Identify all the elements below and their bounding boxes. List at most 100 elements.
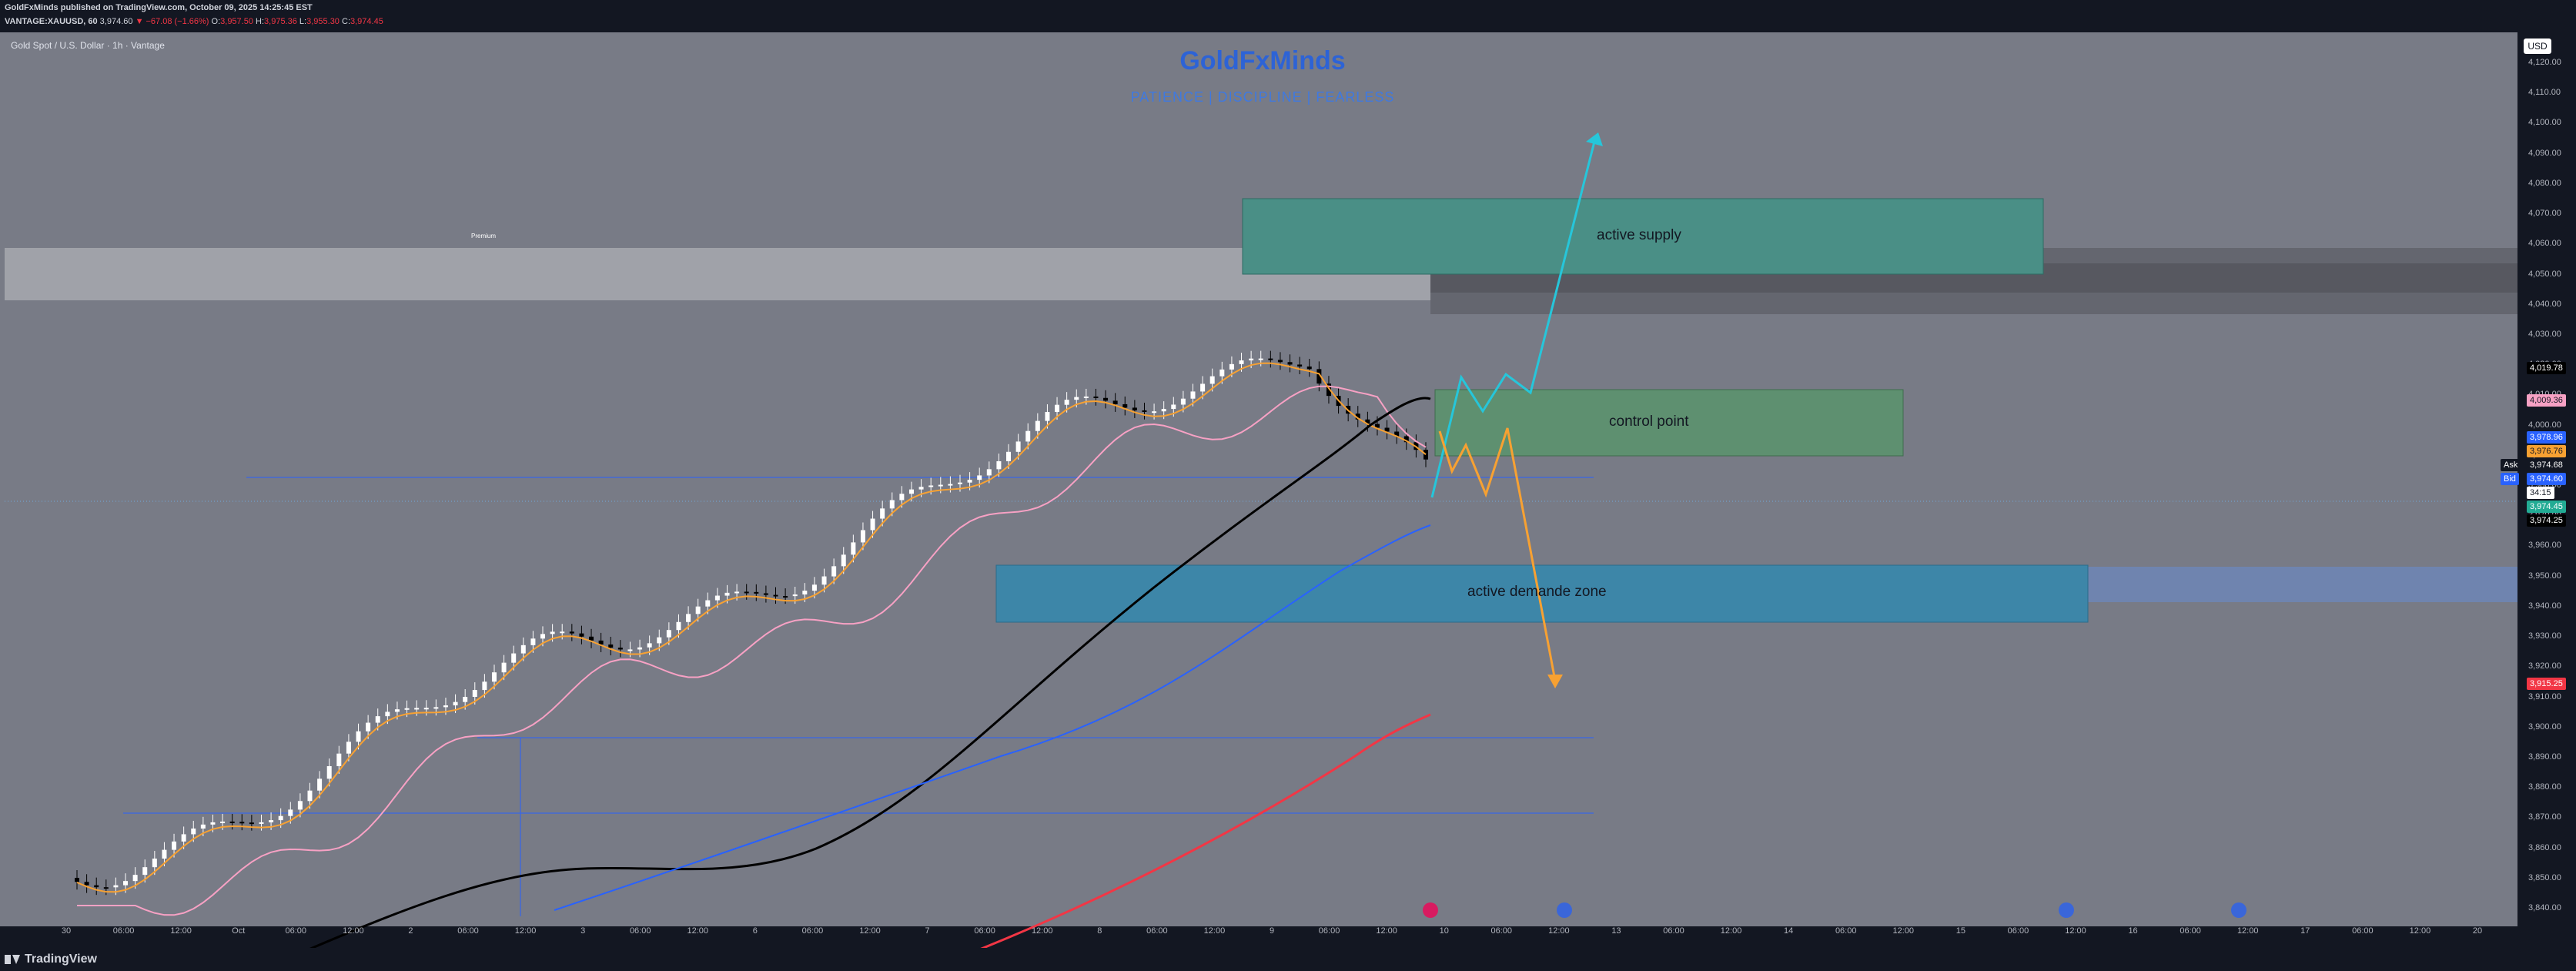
price-tick-label: 3,950.00 [2528, 571, 2561, 581]
candle-body [501, 662, 507, 673]
candle-body [132, 875, 138, 882]
time-tick-label: 17 [2300, 926, 2310, 936]
candle-body [657, 637, 662, 644]
candle-body [75, 878, 79, 882]
us-flag-icon[interactable] [2059, 902, 2074, 918]
time-tick-label: 14 [1784, 926, 1794, 936]
high-value: 3,975.36 [264, 17, 297, 26]
candle-body [191, 828, 196, 835]
candle-body [986, 469, 992, 476]
price-label: 3,974.25 [2527, 514, 2566, 527]
open-value: 3,957.50 [220, 17, 253, 26]
candle-body [1403, 436, 1409, 443]
price-tick-label: 4,060.00 [2528, 239, 2561, 249]
candle-body [763, 593, 768, 595]
time-tick-label: 12:00 [859, 926, 881, 936]
price-tick-label: 3,890.00 [2528, 752, 2561, 762]
price-label: 34:15 [2527, 487, 2554, 499]
candle-body [220, 821, 226, 823]
time-tick-label: 12:00 [1720, 926, 1742, 936]
currency-button[interactable]: USD [2524, 39, 2551, 54]
event-icon[interactable] [1423, 902, 1438, 918]
time-tick-label: 06:00 [2180, 926, 2201, 936]
time-axis-background [0, 926, 2517, 948]
low-value: 3,955.30 [306, 17, 340, 26]
candle-body [637, 647, 643, 650]
candle-body [550, 631, 555, 634]
candle-body [598, 640, 604, 645]
open-label: O: [211, 17, 221, 26]
chart-canvas[interactable] [0, 32, 2576, 948]
candle-body [453, 701, 458, 706]
candle-body [1180, 398, 1186, 405]
candle-body [724, 592, 730, 596]
time-tick-label: Oct [232, 926, 246, 936]
candle-body [1171, 404, 1176, 410]
us-flag-icon[interactable] [1557, 902, 1572, 918]
candle-body [346, 742, 351, 754]
price-tick-label: 3,900.00 [2528, 722, 2561, 732]
tradingview-logo[interactable]: TradingView [5, 951, 97, 968]
candle-body [1423, 450, 1428, 460]
time-tick-label: 06:00 [1146, 926, 1168, 936]
candle-body [1112, 400, 1118, 404]
chart-pane[interactable] [0, 32, 2576, 948]
footer-bar [0, 948, 2576, 971]
candle-body [463, 696, 468, 702]
control-zone-label: control point [1609, 414, 1689, 430]
candle-body [229, 821, 235, 823]
candle-body [278, 815, 283, 821]
time-tick-label: 12:00 [1892, 926, 1915, 936]
price-tick-label: 3,940.00 [2528, 601, 2561, 611]
candle-body [1326, 383, 1331, 397]
candle-body [482, 681, 487, 691]
candle-body [1190, 391, 1196, 399]
candle-body [880, 508, 885, 519]
time-tick-label: 06:00 [2007, 926, 2029, 936]
time-tick-label: 12:00 [1548, 926, 1570, 936]
candle-body [714, 595, 720, 601]
candle-body [1055, 404, 1060, 413]
candle-body [860, 530, 865, 543]
candle-body [162, 849, 167, 859]
price-tick-label: 4,040.00 [2528, 299, 2561, 309]
ema-pink-line [77, 385, 1427, 916]
price-label-tag: Bid [2501, 473, 2519, 485]
low-label: L: [299, 17, 307, 26]
candle-body [511, 653, 517, 663]
candle-body [443, 705, 448, 708]
time-tick-label: 8 [1097, 926, 1102, 936]
candle-body [792, 594, 798, 597]
watermark-title: GoldFxMinds [1179, 46, 1346, 75]
price-tick-label: 4,090.00 [2528, 148, 2561, 158]
watermark-tagline: PATIENCE | DISCIPLINE | FEARLESS [1130, 89, 1395, 105]
publish-header: GoldFxMinds published on TradingView.com… [0, 0, 2576, 32]
candle-body [617, 648, 623, 650]
candle-body [1258, 358, 1263, 360]
candle-body [317, 778, 323, 791]
time-tick-label: 12:00 [170, 926, 192, 936]
ema-orange-line [76, 362, 1427, 893]
price-tick-label: 4,110.00 [2528, 88, 2561, 98]
chart-symbol-title: Gold Spot / U.S. Dollar · 1h · Vantage [11, 40, 165, 51]
time-tick-label: 06:00 [629, 926, 651, 936]
candle-body [811, 584, 817, 591]
time-tick-label: 30 [61, 926, 72, 936]
candle-body [686, 614, 691, 622]
candle-body [520, 645, 526, 654]
price-change: ▼ −67.08 (−1.66%) [135, 17, 209, 26]
time-tick-label: 12:00 [2236, 926, 2259, 936]
candle-body [579, 633, 584, 637]
demand-zone-label: active demande zone [1467, 584, 1607, 600]
time-tick-label: 06:00 [2352, 926, 2374, 936]
time-tick-label: 6 [752, 926, 758, 936]
candle-body [172, 841, 177, 850]
price-tick-label: 4,000.00 [2528, 420, 2561, 430]
candle-body [996, 460, 1002, 470]
candle-body [1355, 414, 1360, 420]
price-tick-label: 3,880.00 [2528, 782, 2561, 792]
time-tick-label: 06:00 [112, 926, 135, 936]
us-flag-icon[interactable] [2231, 902, 2246, 918]
demand-extension [2088, 567, 2517, 602]
close-label: C: [342, 17, 350, 26]
